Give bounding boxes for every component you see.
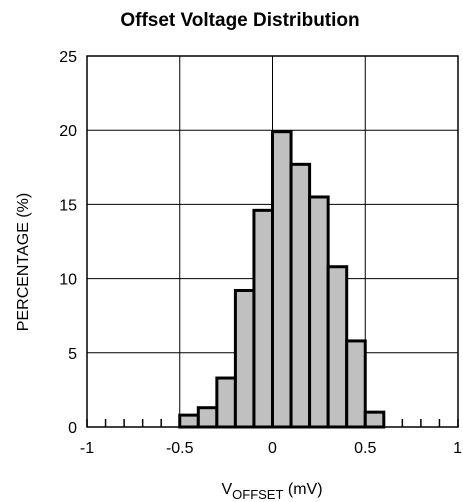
x-tick-label: 0 (268, 440, 277, 457)
x-axis-label-unit: (mV) (283, 481, 322, 498)
x-tick-labels: -1 -0.5 0 0.5 1 (80, 440, 462, 457)
chart-title: Offset Voltage Distribution (120, 10, 359, 31)
y-axis-label: PERCENTAGE (%) (15, 193, 32, 331)
x-tick-label: 1 (453, 440, 462, 457)
x-axis-label-main: V (221, 481, 232, 498)
y-tick-label: 25 (59, 49, 77, 66)
histogram-bar (196, 406, 219, 429)
y-tick-labels: 0 5 10 15 20 25 (59, 49, 77, 437)
x-axis-label-subscript: OFFSET (232, 487, 283, 502)
y-tick-label: 20 (59, 123, 77, 140)
histogram-bar (215, 376, 237, 429)
y-tick-label: 10 (59, 272, 77, 289)
y-tick-label: 5 (68, 346, 77, 363)
x-tick-label: 0.5 (354, 440, 376, 457)
x-tick-label: -0.5 (166, 440, 194, 457)
histogram-bar (233, 288, 256, 429)
histogram-bar (363, 410, 386, 429)
x-tick-label: -1 (80, 440, 94, 457)
histogram-bar (326, 265, 349, 429)
histogram-bar (308, 195, 330, 429)
y-tick-label: 15 (59, 197, 77, 214)
minor-ticks (86, 419, 459, 427)
histogram-bar (289, 162, 312, 429)
y-tick-label: 0 (68, 420, 77, 437)
histogram-bar (271, 130, 293, 429)
x-axis-label: VOFFSET (mV) (221, 481, 322, 502)
histogram-bars (178, 130, 386, 429)
histogram-bar (252, 208, 274, 429)
histogram-bar (178, 413, 200, 429)
histogram-bar (345, 339, 367, 429)
